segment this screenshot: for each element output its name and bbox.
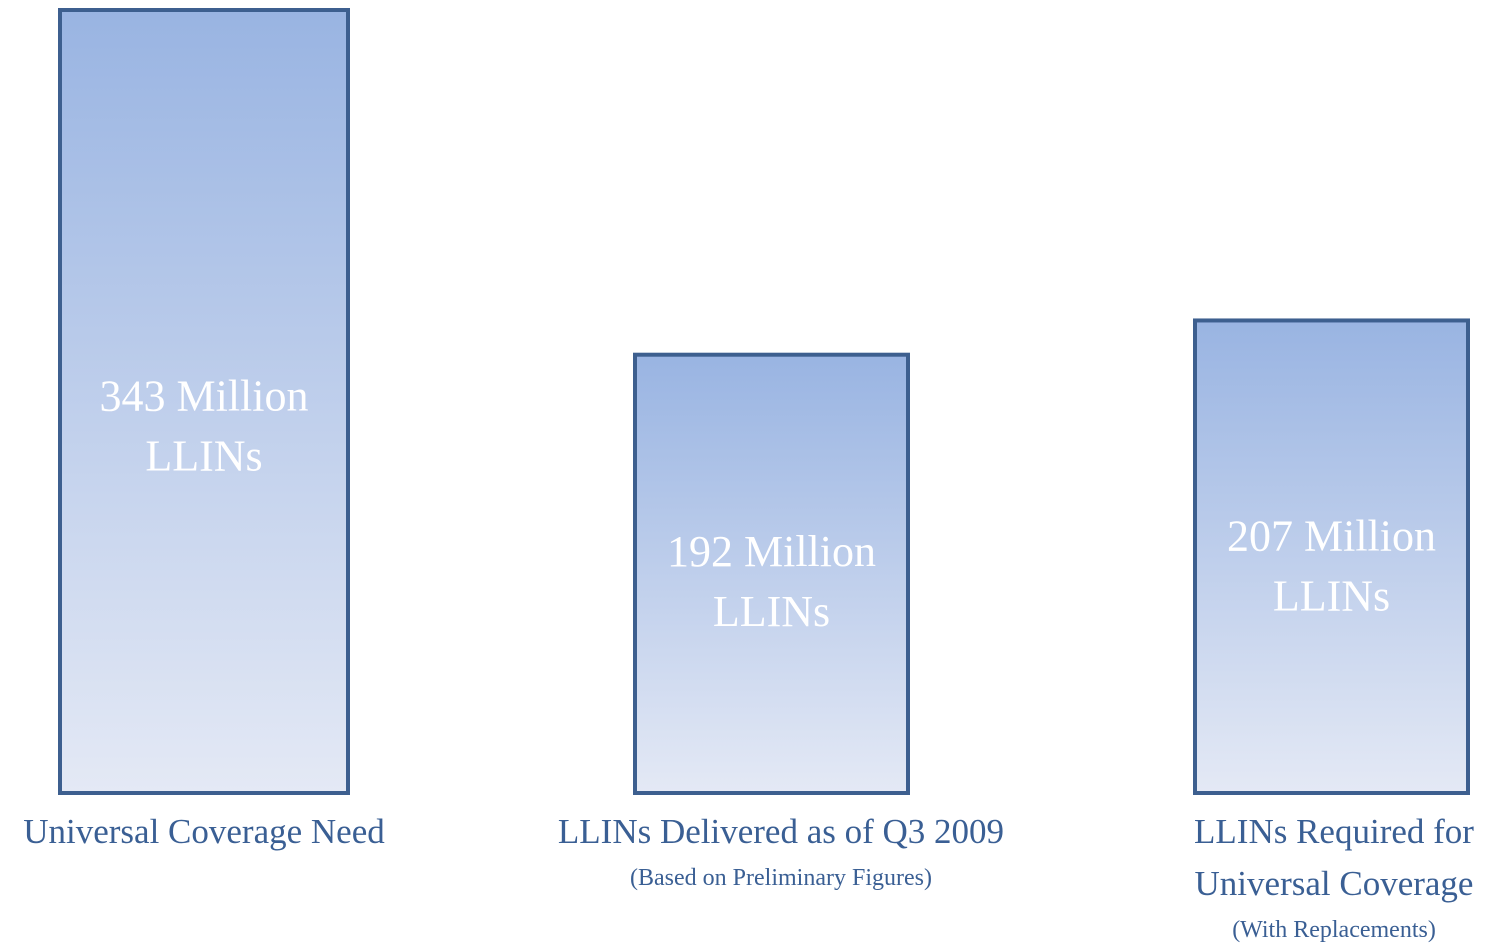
- category-label-3-line-2: Universal Coverage: [1195, 864, 1474, 903]
- bar-1: [58, 8, 350, 795]
- category-label-2-line-1: LLINs Delivered as of Q3 2009: [558, 812, 1004, 851]
- category-subtitle-2: (Based on Preliminary Figures): [630, 865, 932, 891]
- value-labels-group: 343 Million LLINs 192 Million LLINs 207 Mill…: [99, 372, 1436, 636]
- category-subtitle-3: (With Replacements): [1232, 917, 1436, 943]
- category-label-3-line-1: LLINs Required for: [1194, 812, 1474, 851]
- bar-2-value-label-line-2: LLINs: [713, 587, 830, 636]
- category-label-1-line-1: Universal Coverage Need: [23, 812, 385, 851]
- bar-2: [633, 352, 910, 795]
- bar-1-value-label-line-2: LLINs: [145, 432, 262, 481]
- bar-3: [1193, 318, 1470, 795]
- category-labels-group: Universal Coverage Need LLINs Delivered a…: [23, 812, 1474, 943]
- bar-2-value-label-line-1: 192 Million: [667, 527, 876, 576]
- bar-3-value-label-line-2: LLINs: [1273, 571, 1390, 620]
- bar-1-value-label-line-1: 343 Million: [99, 372, 308, 421]
- bar-3-value-label-line-1: 207 Million: [1227, 511, 1436, 560]
- bars-group: [58, 8, 1470, 795]
